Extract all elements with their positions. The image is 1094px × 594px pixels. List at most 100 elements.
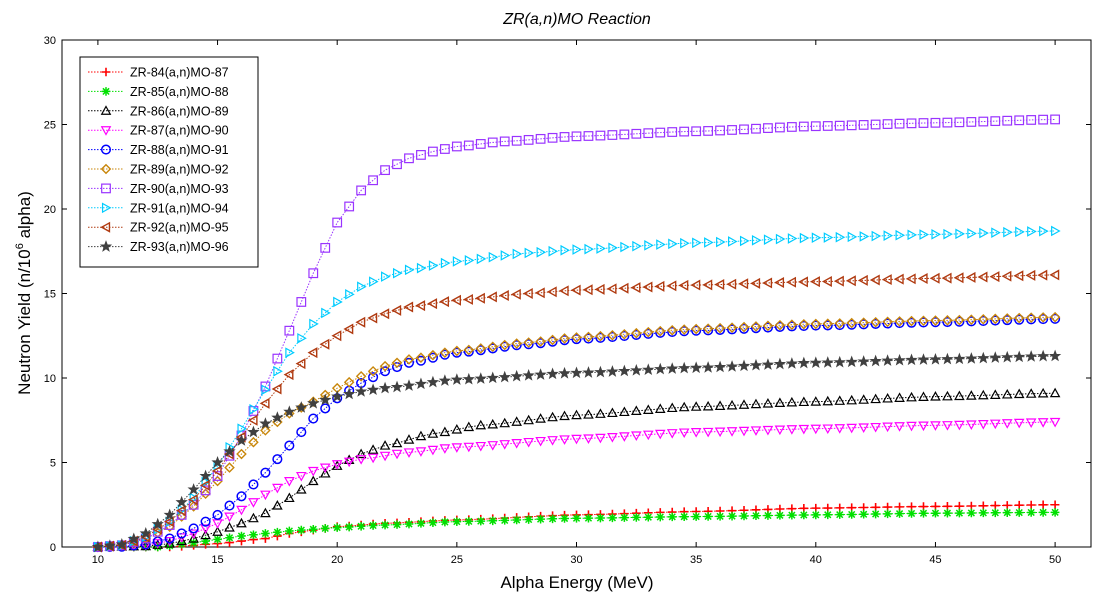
data-point bbox=[285, 526, 294, 536]
data-point bbox=[333, 296, 343, 308]
data-point bbox=[559, 435, 570, 445]
series-line bbox=[97, 421, 1056, 548]
data-point bbox=[798, 396, 810, 407]
y-tick-label: 10 bbox=[44, 373, 56, 385]
legend-label: ZR-92(a,n)MO-95 bbox=[130, 221, 229, 235]
data-point bbox=[833, 275, 844, 287]
data-point bbox=[510, 288, 521, 300]
data-point bbox=[906, 391, 917, 402]
data-point bbox=[308, 524, 318, 534]
data-point bbox=[953, 352, 966, 365]
data-point bbox=[883, 509, 892, 519]
data-point bbox=[570, 284, 581, 296]
legend-marker bbox=[100, 163, 112, 175]
data-point bbox=[834, 120, 845, 131]
data-point bbox=[606, 283, 617, 295]
data-point bbox=[332, 523, 342, 532]
data-point bbox=[607, 407, 618, 418]
data-point bbox=[967, 228, 977, 239]
data-point bbox=[236, 491, 247, 502]
data-point bbox=[223, 445, 236, 457]
data-point bbox=[237, 423, 248, 435]
data-point bbox=[475, 292, 485, 304]
data-point bbox=[451, 424, 463, 434]
data-point bbox=[846, 423, 858, 434]
data-point bbox=[763, 123, 773, 133]
data-point bbox=[619, 406, 630, 417]
data-point bbox=[440, 257, 451, 269]
data-point bbox=[858, 317, 869, 328]
data-point bbox=[786, 425, 798, 435]
data-point bbox=[379, 451, 391, 462]
data-point bbox=[535, 336, 546, 347]
data-point bbox=[678, 324, 690, 335]
data-point bbox=[439, 296, 450, 308]
data-point bbox=[381, 271, 391, 282]
data-point bbox=[403, 354, 415, 365]
data-point bbox=[905, 273, 916, 285]
data-point bbox=[213, 535, 222, 544]
data-point bbox=[893, 353, 906, 366]
data-point bbox=[391, 357, 403, 369]
data-point bbox=[558, 285, 569, 297]
data-point bbox=[1026, 314, 1037, 325]
data-point bbox=[761, 358, 775, 370]
data-point bbox=[596, 243, 606, 254]
data-point bbox=[630, 363, 643, 376]
data-point bbox=[522, 369, 535, 381]
data-point bbox=[751, 234, 762, 246]
data-point bbox=[284, 477, 295, 487]
data-point bbox=[810, 396, 822, 406]
data-point bbox=[307, 347, 318, 359]
data-point bbox=[212, 526, 223, 536]
data-point bbox=[810, 318, 822, 330]
data-point bbox=[954, 316, 965, 327]
data-point bbox=[678, 361, 691, 374]
data-point bbox=[822, 121, 833, 131]
data-point bbox=[894, 118, 905, 129]
data-point bbox=[271, 383, 282, 395]
data-point bbox=[486, 371, 499, 384]
data-point bbox=[716, 236, 726, 248]
data-point bbox=[965, 271, 976, 283]
data-point bbox=[511, 439, 522, 449]
data-point bbox=[464, 255, 475, 266]
data-point bbox=[977, 351, 990, 364]
x-tick-label: 30 bbox=[570, 554, 582, 566]
data-point bbox=[691, 325, 702, 336]
data-point bbox=[1001, 388, 1013, 399]
data-point bbox=[619, 432, 630, 442]
data-point bbox=[607, 329, 618, 341]
data-point bbox=[1025, 418, 1037, 428]
data-point bbox=[224, 522, 235, 532]
data-point bbox=[726, 322, 738, 333]
data-point bbox=[1039, 225, 1049, 237]
data-point bbox=[906, 118, 917, 129]
data-point bbox=[738, 323, 750, 334]
data-point bbox=[703, 126, 714, 136]
x-axis: 10 15 20 25 30 35 40 45 50 bbox=[92, 40, 1061, 566]
data-point bbox=[1049, 387, 1061, 398]
data-point bbox=[366, 383, 380, 396]
data-point bbox=[607, 433, 618, 443]
data-point bbox=[857, 274, 868, 286]
data-point bbox=[631, 128, 642, 139]
data-point bbox=[189, 492, 200, 504]
data-point bbox=[822, 275, 832, 287]
data-point bbox=[1014, 115, 1025, 126]
data-point bbox=[798, 121, 809, 132]
data-point bbox=[224, 462, 235, 473]
data-point bbox=[378, 381, 392, 394]
data-point bbox=[547, 334, 558, 346]
data-point bbox=[966, 117, 977, 127]
data-point bbox=[379, 308, 390, 320]
series-ZR-93(a,n)MO-96 bbox=[91, 349, 1062, 553]
data-point bbox=[547, 436, 558, 446]
data-point bbox=[439, 144, 450, 154]
data-point bbox=[739, 235, 750, 247]
data-point bbox=[763, 234, 774, 245]
legend-label: ZR-93(a,n)MO-96 bbox=[130, 240, 229, 254]
data-point bbox=[535, 436, 546, 447]
data-point bbox=[906, 315, 917, 327]
data-point bbox=[357, 281, 367, 293]
